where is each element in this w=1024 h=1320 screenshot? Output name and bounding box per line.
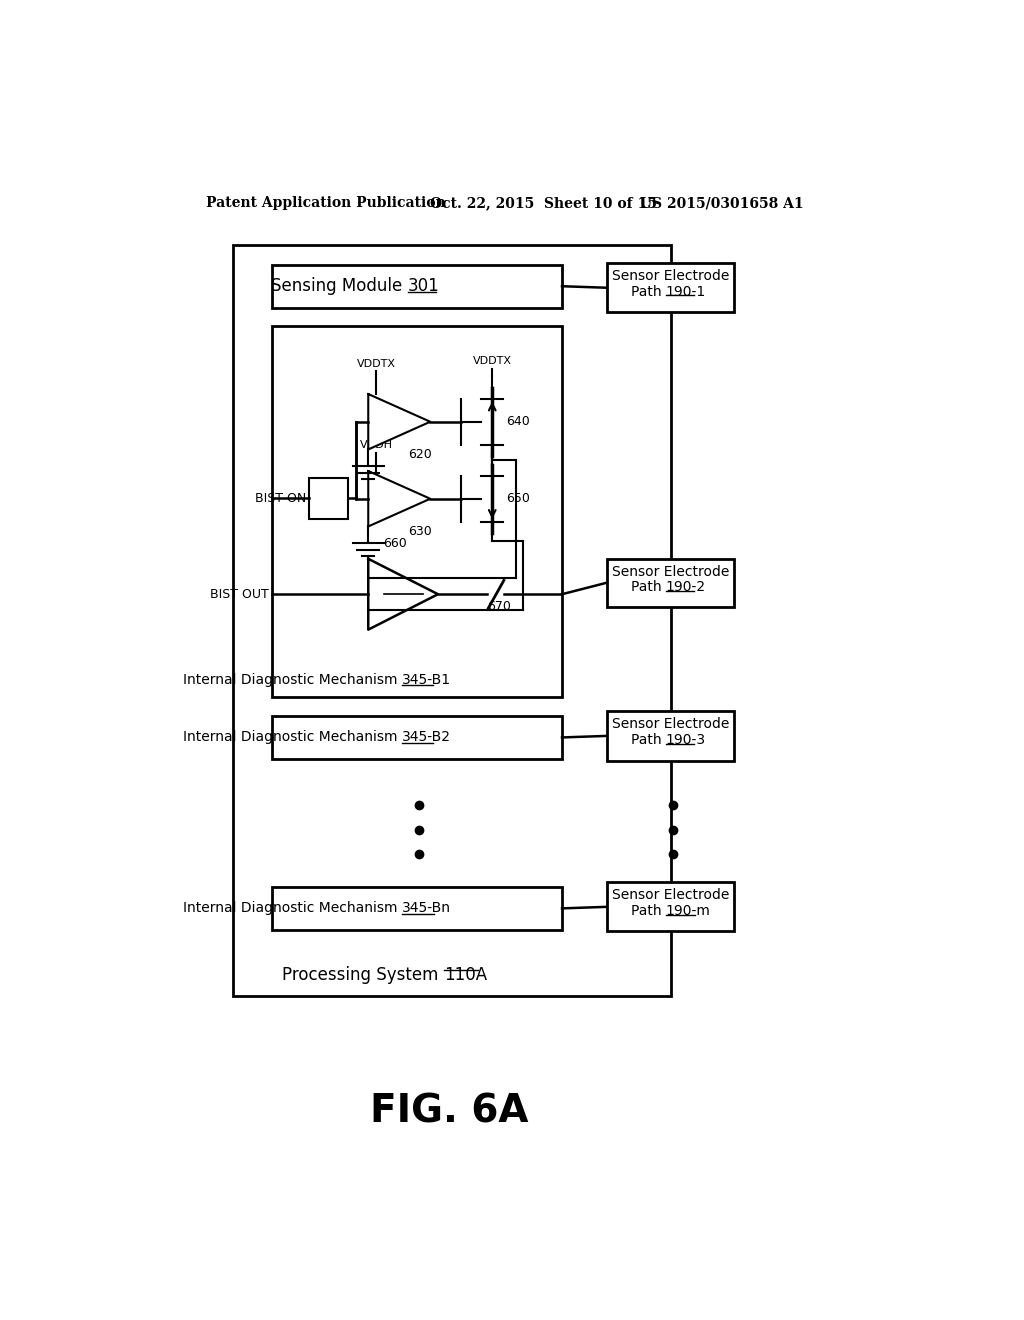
- Bar: [607, 263, 734, 313]
- Bar: [607, 711, 734, 760]
- Text: Patent Application Publication: Patent Application Publication: [206, 197, 445, 210]
- Text: Sensor Electrode: Sensor Electrode: [611, 717, 729, 731]
- Text: Sensor Electrode: Sensor Electrode: [611, 565, 729, 579]
- Text: 630: 630: [409, 525, 432, 539]
- Text: VDDTX: VDDTX: [473, 356, 512, 367]
- Polygon shape: [369, 395, 430, 449]
- Text: Internal Diagnostic Mechanism: Internal Diagnostic Mechanism: [182, 673, 401, 688]
- Text: BIST ON: BIST ON: [255, 492, 306, 504]
- Bar: [272, 887, 562, 929]
- Text: 640: 640: [506, 416, 530, 428]
- Bar: [309, 478, 348, 519]
- Text: Sensing Module: Sensing Module: [271, 277, 408, 296]
- Text: Path: Path: [631, 285, 666, 298]
- Text: 190-2: 190-2: [666, 581, 706, 594]
- Text: VDDH: VDDH: [359, 441, 392, 450]
- Text: 190-3: 190-3: [666, 733, 706, 747]
- Text: 345-B1: 345-B1: [401, 673, 451, 688]
- Text: 670: 670: [487, 599, 511, 612]
- Text: US 2015/0301658 A1: US 2015/0301658 A1: [640, 197, 803, 210]
- Text: Path: Path: [631, 733, 666, 747]
- Text: 345-B2: 345-B2: [401, 730, 451, 744]
- Bar: [607, 882, 734, 932]
- Text: 190-1: 190-1: [666, 285, 707, 298]
- Text: 620: 620: [409, 447, 432, 461]
- Text: 110A: 110A: [443, 966, 487, 983]
- Text: Sensor Electrode: Sensor Electrode: [611, 269, 729, 284]
- Bar: [272, 715, 562, 759]
- Text: 650: 650: [506, 492, 530, 506]
- Text: VDDTX: VDDTX: [356, 359, 395, 368]
- Text: BIST OUT: BIST OUT: [210, 587, 269, 601]
- Text: FIG. 6A: FIG. 6A: [371, 1093, 528, 1131]
- Text: Processing System: Processing System: [283, 966, 443, 983]
- Text: 660: 660: [384, 536, 408, 549]
- Bar: [232, 244, 671, 997]
- Text: Path: Path: [631, 904, 666, 917]
- Bar: [272, 326, 562, 697]
- Text: 610: 610: [316, 492, 341, 504]
- Polygon shape: [369, 471, 430, 527]
- Text: Internal Diagnostic Mechanism: Internal Diagnostic Mechanism: [182, 902, 401, 915]
- Bar: [607, 558, 734, 607]
- Text: 301: 301: [408, 277, 439, 296]
- Text: 190-m: 190-m: [666, 904, 711, 917]
- Text: Internal Diagnostic Mechanism: Internal Diagnostic Mechanism: [182, 730, 401, 744]
- Text: Path: Path: [631, 581, 666, 594]
- Text: Oct. 22, 2015  Sheet 10 of 15: Oct. 22, 2015 Sheet 10 of 15: [430, 197, 657, 210]
- Text: Sensor Electrode: Sensor Electrode: [611, 888, 729, 903]
- Bar: [272, 265, 562, 308]
- Text: 345-Bn: 345-Bn: [401, 902, 451, 915]
- Polygon shape: [369, 558, 438, 630]
